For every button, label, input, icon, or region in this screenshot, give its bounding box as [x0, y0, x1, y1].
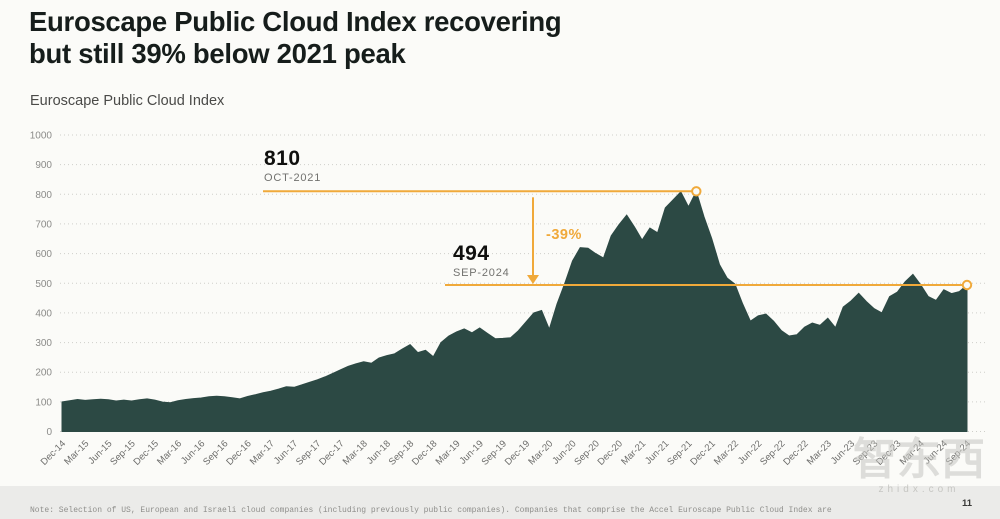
peak-value: 810: [264, 147, 301, 170]
x-tick-label: Mar-22: [712, 438, 741, 467]
y-tick-label: 400: [35, 308, 52, 319]
y-tick-label: 0: [46, 427, 52, 438]
x-tick-label: Dec-20: [596, 438, 625, 467]
drop-arrow-head-icon: [527, 275, 539, 284]
y-tick-label: 1000: [30, 131, 53, 142]
x-tick-label: Sep-17: [294, 438, 323, 467]
x-tick-label: Sep-18: [387, 438, 416, 467]
footnote-line1: Note: Selection of US, European and Isra…: [30, 506, 832, 516]
footer-band: [0, 486, 1000, 519]
x-tick-label: Mar-15: [62, 438, 91, 467]
latest-date: SEP-2024: [453, 267, 510, 279]
x-tick-label: Mar-21: [619, 438, 648, 467]
x-tick-label: Sep-16: [201, 438, 230, 467]
x-tick-label: Dec-17: [317, 438, 346, 467]
page-title-line2: but still 39% below 2021 peak: [29, 37, 406, 69]
x-tick-label: Sep-24: [944, 438, 973, 467]
x-tick-label: Sep-20: [572, 438, 601, 467]
latest-marker-icon: [961, 279, 973, 291]
peak-marker-icon: [691, 186, 702, 197]
y-tick-label: 800: [35, 190, 52, 201]
x-tick-label: Dec-22: [781, 438, 810, 467]
x-tick-label: Dec-15: [131, 438, 160, 467]
x-tick-label: Mar-18: [341, 438, 370, 467]
page-title: Euroscape Public Cloud Index recovering …: [29, 6, 562, 70]
index-area-series: [61, 189, 968, 432]
y-tick-label: 700: [35, 219, 52, 230]
peak-annotation: 810 OCT-2021: [264, 148, 321, 184]
y-tick-label: 300: [35, 338, 52, 349]
x-tick-label: Sep-23: [851, 438, 880, 467]
y-tick-label: 100: [35, 397, 52, 408]
x-tick-label: Dec-21: [688, 438, 717, 467]
y-tick-label: 500: [35, 279, 52, 290]
page-number: 11: [961, 498, 972, 509]
latest-value: 494: [453, 242, 490, 265]
footnote: Note: Selection of US, European and Isra…: [30, 490, 832, 519]
x-tick-label: Sep-15: [108, 438, 137, 467]
x-tick-label: Sep-21: [665, 438, 694, 467]
y-tick-label: 200: [35, 368, 52, 379]
x-tick-label: Sep-19: [480, 438, 509, 467]
latest-annotation: 494 SEP-2024: [453, 243, 510, 279]
x-tick-label: Dec-23: [874, 438, 903, 467]
x-tick-label: Mar-19: [434, 438, 463, 467]
x-tick-label: Mar-24: [898, 438, 927, 467]
delta-label: -39%: [546, 227, 582, 243]
y-tick-label: 900: [35, 160, 52, 171]
x-tick-label: Mar-20: [526, 438, 555, 467]
chart-subtitle: Euroscape Public Cloud Index: [30, 93, 225, 109]
x-tick-label: Dec-16: [224, 438, 253, 467]
page-title-line1: Euroscape Public Cloud Index recovering: [29, 6, 562, 37]
peak-date: OCT-2021: [264, 172, 322, 184]
x-tick-label: Mar-16: [155, 438, 184, 467]
x-tick-label: Dec-14: [39, 438, 68, 467]
y-tick-label: 600: [35, 249, 52, 260]
x-tick-label: Dec-19: [503, 438, 532, 467]
x-tick-label: Mar-23: [805, 438, 834, 467]
x-tick-label: Sep-22: [758, 438, 787, 467]
x-tick-label: Dec-18: [410, 438, 439, 467]
x-tick-label: Mar-17: [248, 438, 277, 467]
